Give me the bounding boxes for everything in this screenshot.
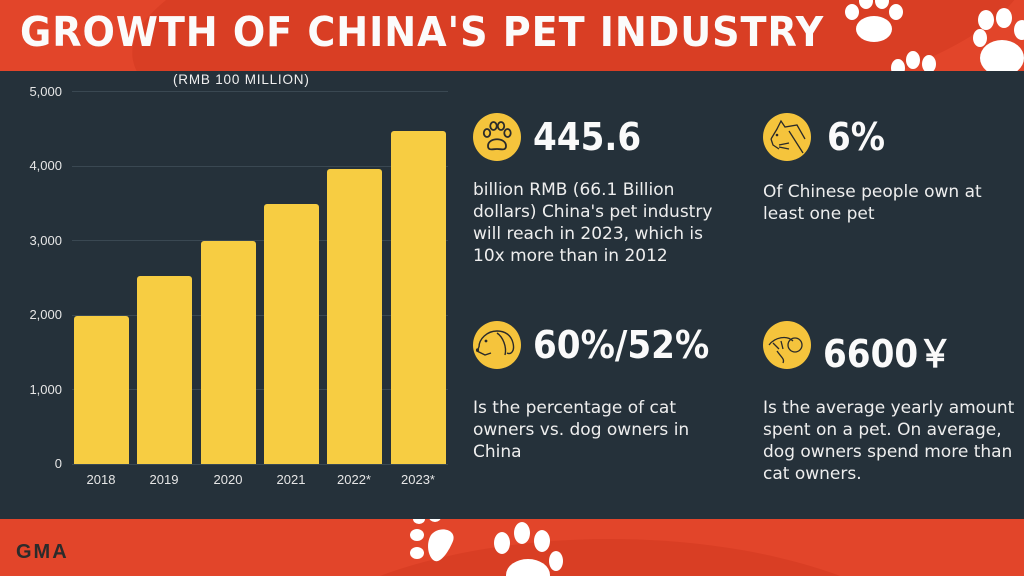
bar-2019 — [137, 276, 193, 464]
paw-icon — [473, 113, 521, 161]
bar-2020 — [200, 240, 256, 464]
stat-description: Is the average yearly amount spent on a … — [763, 398, 1015, 484]
x-tick-label: 2023* — [401, 472, 435, 487]
stat-value: 60%/52% — [533, 323, 710, 367]
bar-2021 — [263, 203, 319, 464]
footer-swoosh-decoration — [260, 539, 960, 576]
y-tick-label: 2,000 — [29, 307, 62, 322]
gridline — [72, 240, 448, 241]
paw-print-icon — [973, 8, 1024, 71]
paw-print-icon — [891, 51, 936, 71]
stat-value: 445.6 — [533, 115, 642, 159]
paw-print-icon — [410, 519, 454, 562]
paw-print-icon — [845, 0, 903, 42]
y-tick-label: 4,000 — [29, 158, 62, 173]
gridline — [72, 389, 448, 390]
stat-description: Is the percentage of cat owners vs. dog … — [473, 398, 690, 462]
x-tick-label: 2022* — [337, 472, 371, 487]
bar-2022* — [327, 168, 383, 464]
gridline — [72, 315, 448, 316]
y-tick-label: 5,000 — [29, 84, 62, 99]
bar-2023* — [390, 131, 446, 464]
stat-description: billion RMB (66.1 Billion dollars) China… — [473, 180, 713, 266]
brand-logo: GMA — [16, 541, 69, 563]
header-banner: Growth of China's Pet Industry — [0, 0, 1024, 71]
y-tick-label: 0 — [54, 456, 62, 471]
stat-value: 6600￥ — [823, 332, 953, 376]
x-tick-label: 2021 — [276, 472, 306, 487]
footer-banner: GMA — [0, 519, 1024, 576]
cat-icon — [763, 113, 811, 161]
page-title: Growth of China's Pet Industry — [20, 8, 825, 56]
chart-subtitle: (RMB 100 MILLION) — [173, 72, 310, 87]
gridline — [72, 166, 448, 167]
stat-description: Of Chinese people own at least one pet — [763, 182, 982, 224]
y-tick-label: 3,000 — [29, 233, 62, 248]
stat-value: 6% — [827, 115, 886, 159]
gridline — [72, 464, 448, 465]
pet-toy-icon — [763, 321, 811, 369]
x-tick-label: 2020 — [213, 472, 243, 487]
paw-print-icon — [494, 522, 563, 576]
bar-2018 — [74, 315, 129, 464]
gridline — [72, 91, 448, 92]
y-tick-label: 1,000 — [29, 382, 62, 397]
dog-icon — [473, 321, 521, 369]
x-tick-label: 2018 — [86, 472, 116, 487]
x-tick-label: 2019 — [149, 472, 179, 487]
